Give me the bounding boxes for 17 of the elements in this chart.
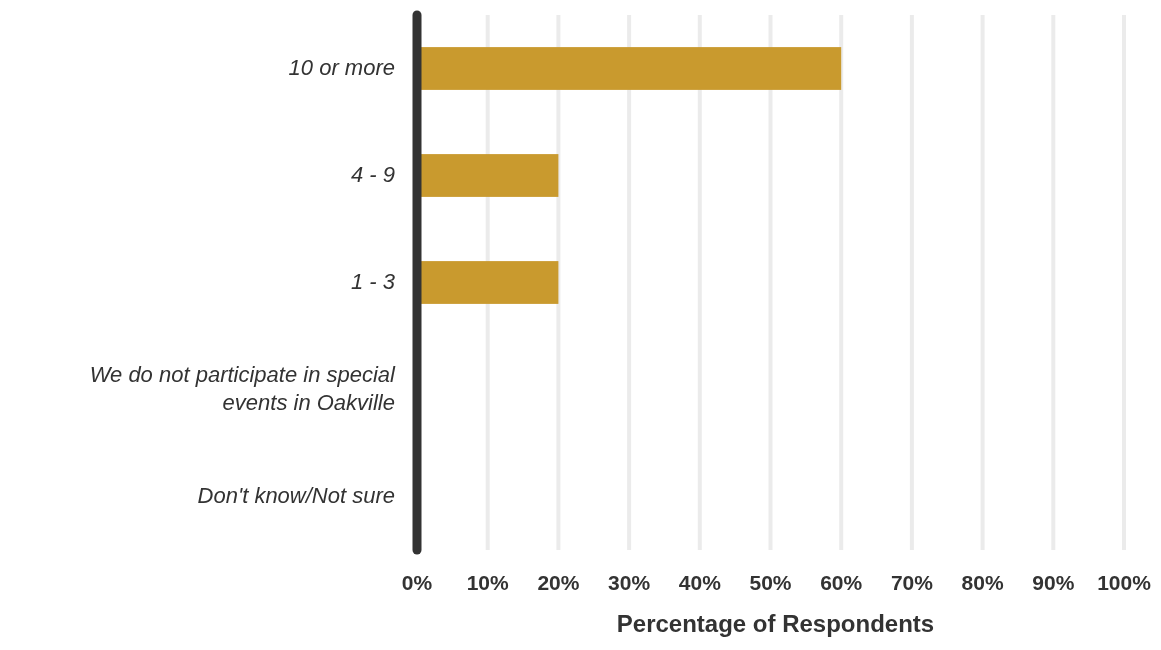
- x-tick-label: 90%: [1032, 571, 1075, 594]
- y-tick-label: 1 - 3: [350, 268, 396, 294]
- x-tick-label: 0%: [401, 571, 433, 594]
- x-tick-label: 70%: [890, 571, 934, 594]
- x-tick-label: 10%: [466, 571, 510, 594]
- y-tick-label: We do not participate in special events in Oakville: [89, 361, 397, 415]
- x-tick-label: 20%: [537, 571, 580, 594]
- y-tick-label: 4 - 9: [350, 161, 395, 187]
- x-tick-label: 50%: [749, 571, 792, 594]
- x-tick-label: 30%: [608, 571, 651, 594]
- y-tick-label: Don't know/Not sure: [197, 482, 395, 508]
- x-axis-title: Percentage of Respondents: [616, 610, 935, 637]
- y-tick-label: 10 or more: [288, 54, 395, 80]
- x-tick-label: 60%: [820, 571, 863, 594]
- x-tick-label: 100%: [1097, 571, 1152, 594]
- x-tick-label: 80%: [961, 571, 1004, 594]
- x-tick-label: 40%: [678, 571, 722, 594]
